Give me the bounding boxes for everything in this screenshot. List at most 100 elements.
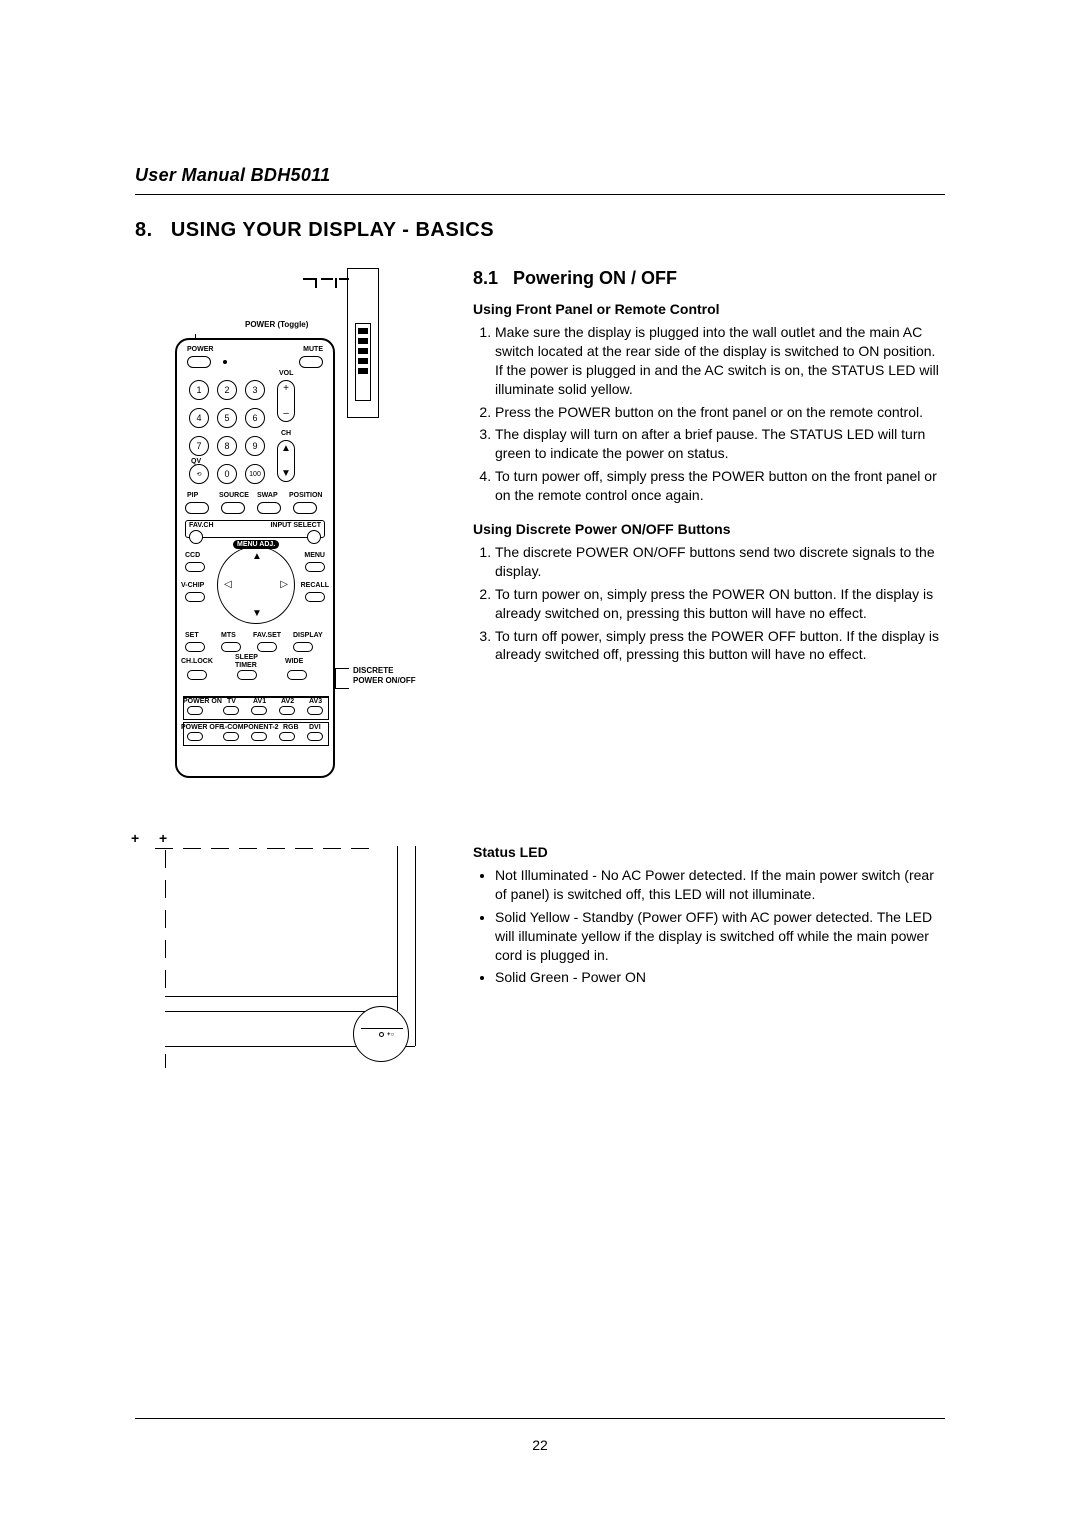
vol-label: VOL	[279, 370, 293, 377]
right-text-col: 8.1 Powering ON / OFF Using Front Panel …	[473, 268, 945, 808]
power-toggle-label: POWER (Toggle)	[245, 320, 308, 329]
ir-dot-icon	[223, 360, 227, 364]
vchip-label: V-CHIP	[181, 582, 204, 589]
tv-side-slot	[358, 328, 368, 334]
sub3-heading: Status LED	[473, 844, 945, 860]
set-button	[185, 642, 205, 652]
callout-line	[335, 278, 337, 288]
sub2-list: The discrete POWER ON/OFF buttons send t…	[473, 543, 945, 664]
led-dot-icon	[379, 1032, 384, 1037]
mts-button	[221, 642, 241, 652]
list-item: To turn power off, simply press the POWE…	[495, 467, 945, 505]
tv-dash-seg	[165, 1054, 166, 1068]
callout-dash	[339, 278, 349, 280]
comp1-button	[223, 732, 239, 741]
rgb-label: RGB	[283, 724, 299, 731]
tv-outer-right	[415, 846, 416, 1046]
menu-label: MENU	[304, 552, 325, 559]
callout-dash	[303, 278, 315, 280]
subsection-title: 8.1 Powering ON / OFF	[473, 268, 945, 289]
statusled-text-col: Status LED Not Illuminated - No AC Power…	[473, 836, 945, 1076]
remote-illustration-col: POWER (Toggle) POWER MUTE 1 2 3 4 5 6 7 …	[135, 268, 445, 808]
num-7: 7	[189, 436, 209, 456]
list-item: To turn off power, simply press the POWE…	[495, 627, 945, 665]
callout-line	[315, 278, 317, 288]
set-label: SET	[185, 632, 199, 639]
rgb-button	[279, 732, 295, 741]
component-label: 1-COMPONENT-2	[221, 724, 279, 731]
row-remote-power: POWER (Toggle) POWER MUTE 1 2 3 4 5 6 7 …	[135, 268, 945, 808]
section-title: 8. USING YOUR DISPLAY - BASICS	[135, 219, 945, 242]
dpad: ▲ ▼ ◁ ▷	[217, 546, 295, 624]
tv-screen-bottom	[165, 996, 397, 997]
num-1: 1	[189, 380, 209, 400]
tv-dash-seg	[165, 880, 166, 898]
led-callout-inner-line	[361, 1028, 403, 1029]
footer: 22	[135, 1418, 945, 1453]
wide-label: WIDE	[285, 658, 303, 665]
list-item: The discrete POWER ON/OFF buttons send t…	[495, 543, 945, 581]
manual-title: User Manual BDH5011	[135, 165, 945, 186]
ch-label: CH	[281, 430, 291, 437]
tv-corner-illustration: + + +○	[135, 836, 435, 1076]
dvi-label: DVI	[309, 724, 321, 731]
led-plus-icon: +○	[387, 1032, 394, 1038]
display-label: DISPLAY	[293, 632, 323, 639]
vchip-button	[185, 592, 205, 602]
power-label: POWER	[187, 346, 213, 353]
wide-button	[287, 670, 307, 680]
discrete-power-label: POWER ON/OFF	[353, 676, 416, 685]
remote-illustration: POWER (Toggle) POWER MUTE 1 2 3 4 5 6 7 …	[135, 268, 425, 808]
tv-dash-seg	[165, 850, 166, 868]
pip-button	[185, 502, 209, 514]
mute-label: MUTE	[303, 346, 323, 353]
header: User Manual BDH5011	[135, 165, 945, 186]
tv-button	[223, 706, 239, 715]
discrete-label: DISCRETE	[353, 666, 393, 675]
mute-button-icon	[299, 356, 323, 368]
poweroff-button	[187, 732, 203, 741]
footer-divider	[135, 1418, 945, 1419]
qv-button: ⟲	[189, 464, 209, 484]
av3-label: AV3	[309, 698, 322, 705]
sub1-list: Make sure the display is plugged into th…	[473, 323, 945, 505]
av1-button	[251, 706, 267, 715]
section-number: 8.	[135, 219, 153, 241]
sub2-heading: Using Discrete Power ON/OFF Buttons	[473, 521, 945, 537]
sub1-heading: Using Front Panel or Remote Control	[473, 301, 945, 317]
list-item: The display will turn on after a brief p…	[495, 425, 945, 463]
comp2-button	[251, 732, 267, 741]
poweroff-label: POWER OFF	[181, 724, 223, 731]
power-button-icon	[187, 356, 211, 368]
chlock-label: CH.LOCK	[181, 658, 213, 665]
list-item: To turn power on, simply press the POWER…	[495, 585, 945, 623]
tv-side-slot	[358, 348, 368, 354]
av1-label: AV1	[253, 698, 266, 705]
tv-side-slot	[358, 368, 368, 374]
subsection-name: Powering ON / OFF	[513, 268, 677, 288]
av2-label: AV2	[281, 698, 294, 705]
discrete-bracket	[335, 688, 349, 689]
position-button	[293, 502, 317, 514]
num-9: 9	[245, 436, 265, 456]
menuadj-label: MENU ADJ.	[233, 540, 279, 549]
source-button	[221, 502, 245, 514]
display-button	[293, 642, 313, 652]
discrete-bracket	[335, 668, 336, 688]
tv-inner-right	[397, 846, 398, 1011]
tvcorner-col: + + +○	[135, 836, 445, 1076]
list-item: Solid Yellow - Standby (Power OFF) with …	[495, 908, 945, 965]
poweron-button	[187, 706, 203, 715]
recall-label: RECALL	[301, 582, 329, 589]
mts-label: MTS	[221, 632, 236, 639]
tv-dash-seg	[165, 910, 166, 928]
av2-button	[279, 706, 295, 715]
num-100: 100	[245, 464, 265, 484]
num-2: 2	[217, 380, 237, 400]
list-item: Press the POWER button on the front pane…	[495, 403, 945, 422]
tv-dash-seg	[165, 970, 166, 988]
pip-label: PIP	[187, 492, 198, 499]
num-5: 5	[217, 408, 237, 428]
source-label: SOURCE	[219, 492, 249, 499]
ccd-label: CCD	[185, 552, 200, 559]
